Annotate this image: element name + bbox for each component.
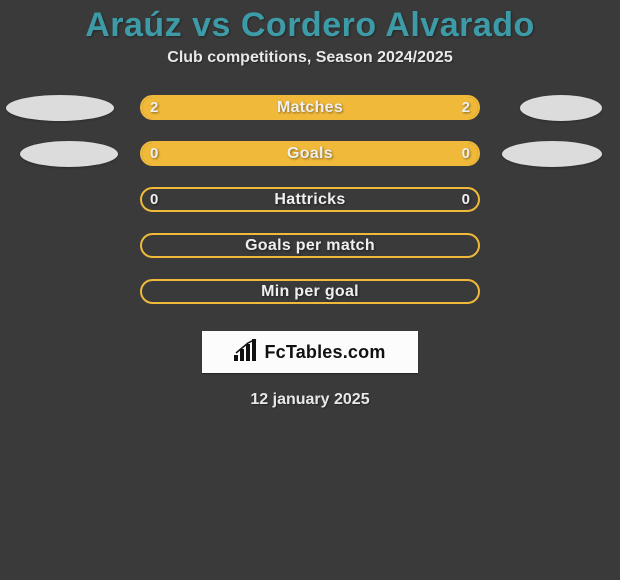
stat-pill: Min per goal (140, 279, 480, 304)
page-title: Araúz vs Cordero Alvarado (0, 0, 620, 49)
player-oval-left (6, 95, 114, 121)
stat-value-left: 2 (150, 95, 158, 120)
player-oval-right (520, 95, 602, 121)
brand-logo-icon (234, 339, 260, 366)
stat-pill: Matches (140, 95, 480, 120)
page-subtitle: Club competitions, Season 2024/2025 (0, 49, 620, 95)
stat-pill: Goals per match (140, 233, 480, 258)
stat-value-right: 0 (462, 187, 470, 212)
stat-label: Hattricks (142, 189, 478, 210)
brand-plate[interactable]: FcTables.com (202, 331, 418, 373)
stat-pill: Goals (140, 141, 480, 166)
stat-row-goals: Goals0 0 (0, 141, 620, 187)
stat-label: Goals (142, 143, 478, 164)
stat-value-right: 2 (462, 95, 470, 120)
stat-pill: Hattricks (140, 187, 480, 212)
stat-label: Min per goal (142, 281, 478, 302)
snapshot-date: 12 january 2025 (0, 373, 620, 409)
stat-row-hattricks: Hattricks0 0 (0, 187, 620, 233)
stat-row-goals_per_match: Goals per match (0, 233, 620, 279)
stat-row-min_per_goal: Min per goal (0, 279, 620, 325)
brand-text: FcTables.com (264, 342, 385, 363)
stat-value-left: 0 (150, 187, 158, 212)
stat-value-right: 0 (462, 141, 470, 166)
stat-label: Goals per match (142, 235, 478, 256)
player-oval-left (20, 141, 118, 167)
stat-value-left: 0 (150, 141, 158, 166)
stat-label: Matches (142, 97, 478, 118)
player-oval-right (502, 141, 602, 167)
stats-container: Matches22Goals00Hattricks00Goals per mat… (0, 95, 620, 325)
stat-row-matches: Matches2 2 (0, 95, 620, 141)
